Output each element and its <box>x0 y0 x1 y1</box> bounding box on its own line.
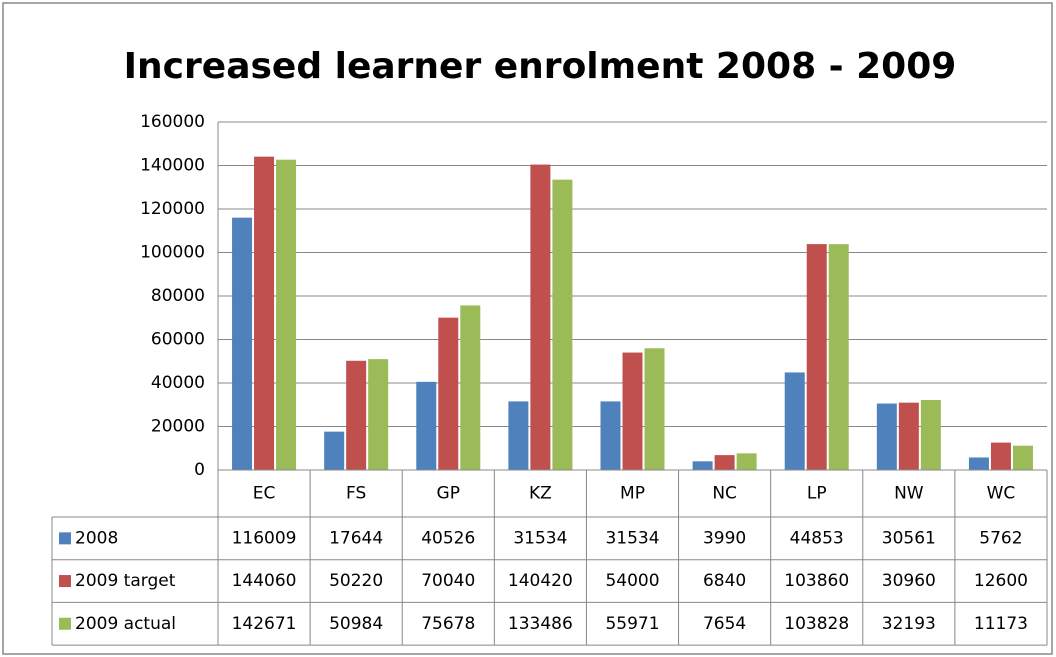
y-tick-label: 20000 <box>151 417 205 437</box>
chart-title: Increased learner enrolment 2008 - 2009 <box>124 46 957 87</box>
bar <box>346 360 367 470</box>
y-tick-label: 120000 <box>140 199 205 219</box>
bar <box>600 401 621 470</box>
table-value: 50984 <box>329 614 383 634</box>
bar <box>714 455 735 470</box>
table-value: 6840 <box>703 571 746 591</box>
table-value: 3990 <box>703 528 746 548</box>
x-tick-label: MP <box>620 484 645 504</box>
y-tick-label: 40000 <box>151 373 205 393</box>
y-tick-label: 160000 <box>140 112 205 132</box>
bar <box>460 305 481 470</box>
y-tick-label: 80000 <box>151 286 205 306</box>
y-tick-label: 60000 <box>151 330 205 350</box>
table-value: 30561 <box>882 528 936 548</box>
bar <box>968 457 989 470</box>
bar <box>1012 445 1033 470</box>
table-value: 31534 <box>605 528 659 548</box>
bar <box>552 179 573 470</box>
x-tick-label: WC <box>987 484 1016 504</box>
bar <box>622 352 643 470</box>
table-value: 103860 <box>784 571 849 591</box>
legend-label: 2008 <box>75 528 118 548</box>
legend-swatch <box>59 575 71 588</box>
legend-label: 2009 target <box>75 571 176 591</box>
bar <box>876 403 897 470</box>
legend-swatch <box>59 532 71 545</box>
table-value: 5762 <box>979 528 1022 548</box>
x-tick-label: NW <box>894 484 924 504</box>
bar <box>920 399 941 470</box>
bar <box>736 453 757 470</box>
y-tick-label: 100000 <box>140 243 205 263</box>
bar <box>784 372 805 470</box>
bar <box>416 381 437 470</box>
legend-label: 2009 actual <box>75 614 176 634</box>
bar <box>530 164 551 471</box>
table-value: 17644 <box>329 528 383 548</box>
bar <box>806 244 827 470</box>
y-tick-label: 140000 <box>140 156 205 176</box>
x-tick-label: GP <box>437 484 460 504</box>
bar <box>254 156 275 470</box>
table-value: 11173 <box>974 614 1028 634</box>
table-value: 7654 <box>703 614 746 634</box>
x-tick-label: EC <box>253 484 276 504</box>
bar <box>644 348 665 470</box>
table-value: 116009 <box>232 528 297 548</box>
bar <box>324 431 345 470</box>
bar <box>276 159 297 470</box>
table-value: 44853 <box>790 528 844 548</box>
bar <box>990 442 1011 470</box>
bar <box>898 402 919 470</box>
table-value: 55971 <box>605 614 659 634</box>
table-value: 40526 <box>421 528 475 548</box>
bar <box>828 244 849 470</box>
bar <box>508 401 529 470</box>
x-tick-label: NC <box>712 484 737 504</box>
table-value: 144060 <box>232 571 297 591</box>
x-tick-label: LP <box>807 484 827 504</box>
table-value: 30960 <box>882 571 936 591</box>
table-value: 32193 <box>882 614 936 634</box>
table-value: 140420 <box>508 571 573 591</box>
bar <box>438 317 459 470</box>
legend-swatch <box>59 617 71 630</box>
table-value: 31534 <box>513 528 567 548</box>
table-value: 12600 <box>974 571 1028 591</box>
table-value: 50220 <box>329 571 383 591</box>
bar <box>232 217 253 470</box>
table-value: 103828 <box>784 614 849 634</box>
table-value: 70040 <box>421 571 475 591</box>
table-value: 54000 <box>605 571 659 591</box>
bar <box>692 461 713 470</box>
table-value: 133486 <box>508 614 573 634</box>
x-tick-label: FS <box>346 484 366 504</box>
table-value: 142671 <box>232 614 297 634</box>
table-value: 75678 <box>421 614 475 634</box>
bar <box>368 359 389 470</box>
y-tick-label: 0 <box>194 460 205 480</box>
x-tick-label: KZ <box>529 484 552 504</box>
